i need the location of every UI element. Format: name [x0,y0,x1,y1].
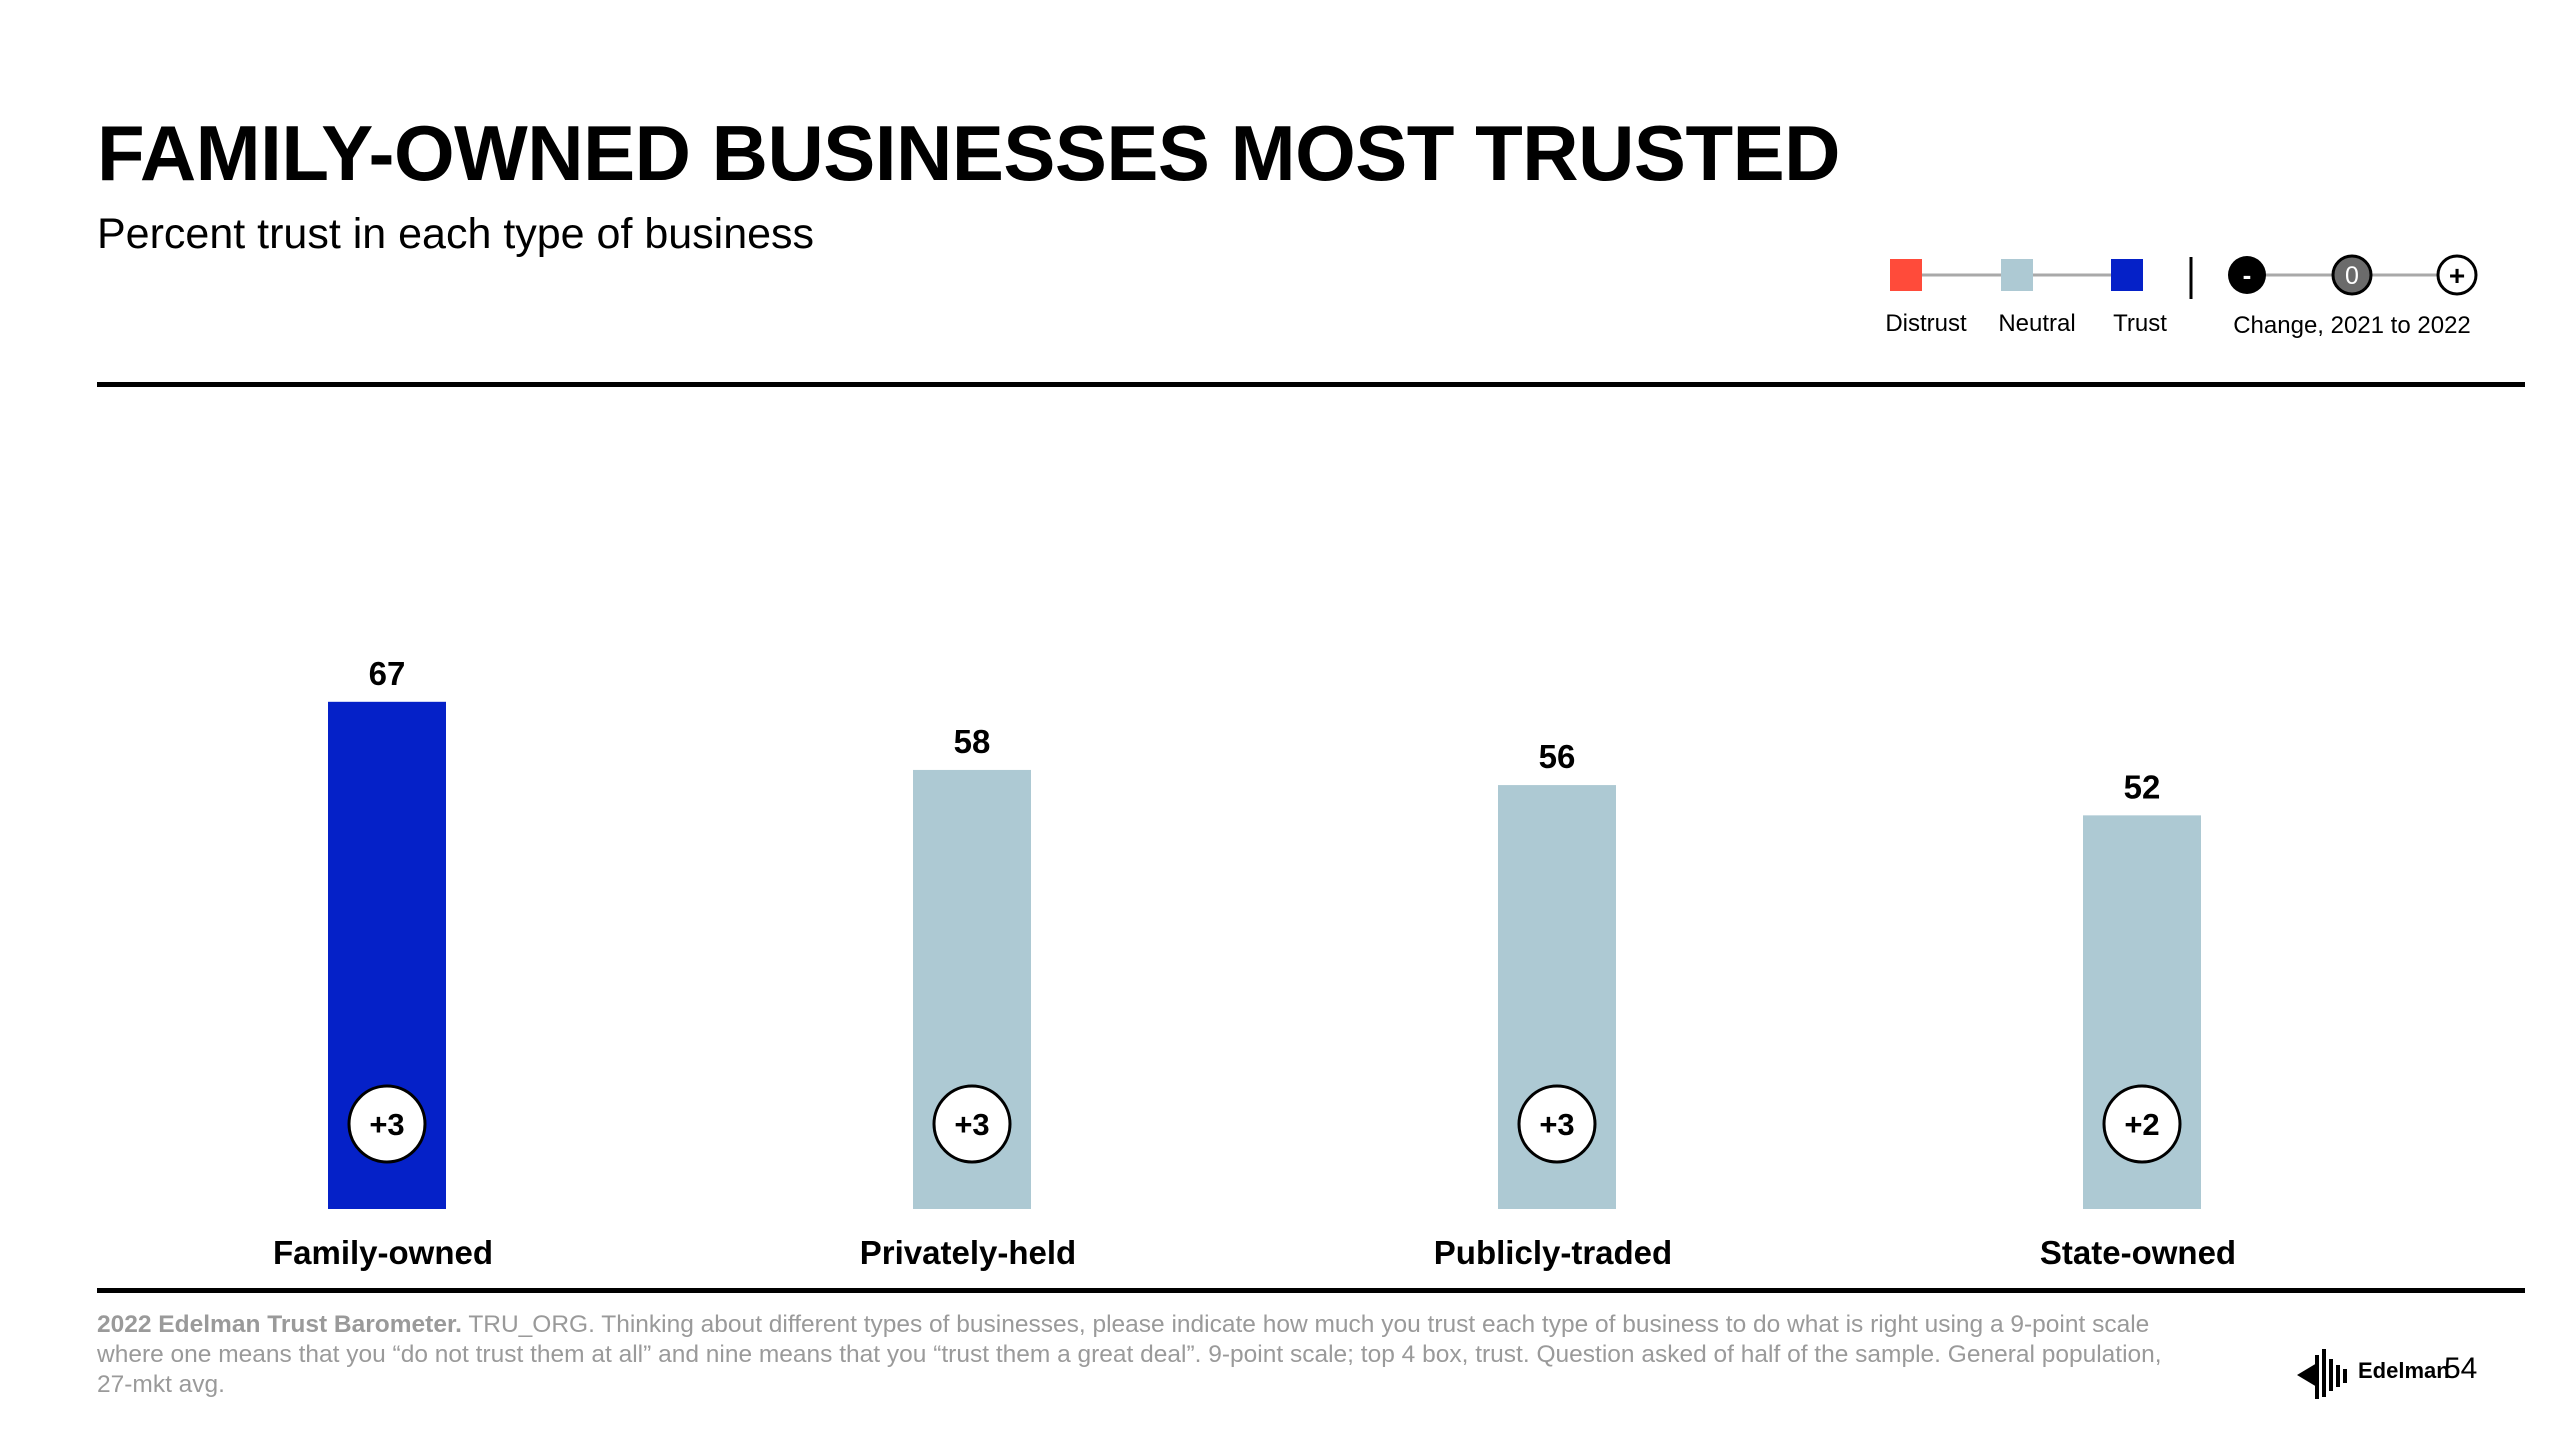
change-badge-label: +2 [2124,1107,2159,1142]
page-number: 54 [2444,1352,2478,1385]
zero-circle-icon [2331,254,2373,296]
plus-symbol: + [2449,260,2465,291]
minus-circle-icon [2228,256,2266,294]
edelman-logo-icon [2297,1349,2347,1399]
minus-symbol: - [2243,260,2252,290]
bar-value-label: 56 [1539,738,1576,775]
change-badge [347,1084,427,1164]
legend-change: - 0 + Change, 2021 to 2022 [2228,254,2478,339]
bottom-divider [97,1288,2525,1293]
page-title: FAMILY-OWNED BUSINESSES MOST TRUSTED [97,109,1840,197]
top-divider [97,382,2525,387]
legend-scale: Distrust Neutral Trust [1885,259,2167,337]
legend: Distrust Neutral Trust - 0 + Change, 202… [1885,254,2478,339]
legend-swatch-neutral [2001,259,2033,291]
legend-label-trust: Trust [2113,310,2167,337]
bar-value-label: 58 [954,723,991,760]
change-badge [1517,1084,1597,1164]
category-label: Publicly-traded [1434,1234,1672,1271]
zero-symbol: 0 [2345,262,2359,290]
category-label: Privately-held [860,1234,1076,1271]
change-badge-label: +3 [954,1107,989,1142]
change-badge [932,1084,1012,1164]
legend-label-distrust: Distrust [1885,310,1967,337]
footnote: 2022 Edelman Trust Barometer. TRU_ORG. T… [97,1310,2187,1400]
plus-circle-icon [2436,254,2478,296]
category-label: Family-owned [273,1234,493,1271]
legend-change-label: Change, 2021 to 2022 [2233,312,2471,339]
footnote-source: 2022 Edelman Trust Barometer. [97,1311,462,1338]
legend-swatch-trust [2111,259,2143,291]
footnote-text: TRU_ORG. Thinking about different types … [97,1311,2162,1398]
bar-value-label: 52 [2124,768,2161,805]
change-badge [2102,1084,2182,1164]
change-badge-label: +3 [1539,1107,1574,1142]
change-badge-label: +3 [369,1107,404,1142]
page-subtitle: Percent trust in each type of business [97,210,815,258]
bar-value-label: 67 [369,655,406,692]
category-label: State-owned [2040,1234,2236,1271]
legend-label-neutral: Neutral [1998,310,2075,337]
brand-name: Edelman [2358,1358,2450,1383]
legend-swatch-distrust [1890,259,1922,291]
bar-chart: 67 +3 Family-owned 58 +3 Privately-held 56 +3 Pu… [273,655,2236,1271]
